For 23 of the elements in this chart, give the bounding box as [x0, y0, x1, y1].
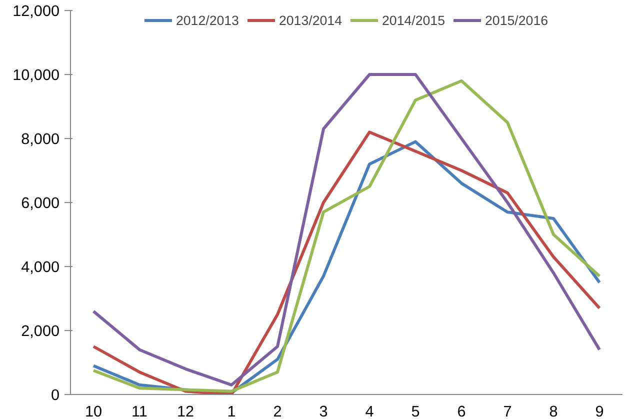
x-tick-label: 4: [365, 404, 374, 419]
x-tick-label: 11: [132, 404, 148, 419]
legend-label: 2014/2015: [382, 12, 446, 28]
y-tick-label: 2,000: [21, 323, 60, 340]
y-tick-label: 8,000: [21, 131, 60, 148]
legend-label: 2012/2013: [176, 12, 239, 28]
x-tick-label: 2: [273, 404, 282, 419]
y-tick-label: 6,000: [21, 195, 60, 212]
legend-label: 2015/2016: [485, 12, 548, 28]
x-tick-label: 1: [227, 404, 236, 419]
x-tick-label: 12: [176, 404, 194, 419]
x-tick-label: 10: [84, 404, 102, 419]
x-tick-label: 3: [319, 404, 328, 419]
x-tick-label: 6: [457, 404, 466, 419]
y-tick-label: 10,000: [12, 67, 60, 84]
y-tick-label: 4,000: [21, 259, 60, 276]
x-tick-label: 5: [411, 404, 420, 419]
x-tick-label: 7: [503, 404, 512, 419]
x-tick-label: 9: [595, 404, 604, 419]
x-tick-label: 8: [549, 404, 558, 419]
legend-label: 2013/2014: [278, 12, 342, 28]
y-tick-label: 12,000: [12, 3, 60, 20]
y-tick-label: 0: [50, 387, 60, 404]
